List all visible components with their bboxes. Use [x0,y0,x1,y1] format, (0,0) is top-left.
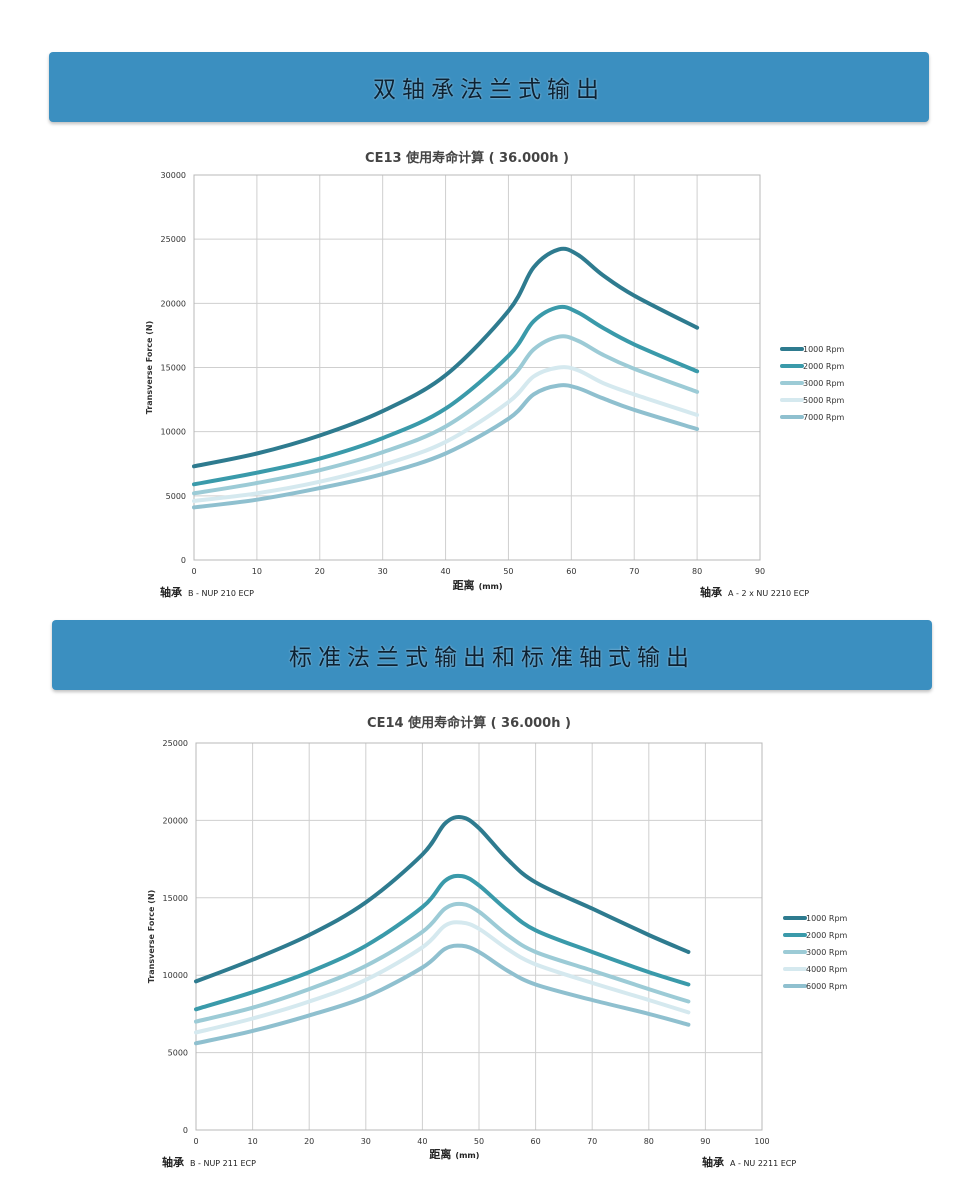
y-tick-label: 25000 [161,235,186,244]
bearing-left-value: B - NUP 210 ECP [188,589,254,598]
x-axis-unit: (mm) [479,582,503,591]
legend-label: 3000 Rpm [803,379,845,388]
bearing-right-value: A - NU 2211 ECP [730,1159,796,1168]
series-line-4 [192,383,700,510]
legend-label: 1000 Rpm [803,345,845,354]
legend-label: 3000 Rpm [806,948,848,957]
series-group [194,815,691,1046]
legend: 1000 Rpm 2000 Rpm 3000 Rpm 4000 Rpm 6000 Rpm [783,914,848,991]
series-line-1 [192,304,700,487]
series-line-2 [194,901,691,1024]
y-tick-label: 15000 [161,364,186,373]
x-axis-unit: (mm) [455,1151,479,1160]
y-tick-label: 25000 [163,739,188,748]
bearing-left-label: 轴承 B - NUP 211 ECP [162,1155,256,1169]
x-axis-label: 距离 (mm) [453,578,503,592]
series-line-3 [192,365,700,503]
series-line-4 [194,943,691,1046]
x-tick-label: 20 [315,567,325,576]
x-tick-label: 10 [248,1137,258,1146]
y-tick-label: 5000 [166,492,186,501]
y-tick-label: 20000 [161,299,186,308]
x-tick-label: 20 [304,1137,314,1146]
y-tick-label: 15000 [163,894,188,903]
section-banner-dual-bearing: 双轴承法兰式输出 [49,52,929,122]
legend-label: 1000 Rpm [806,914,848,923]
bearing-left-value: B - NUP 211 ECP [190,1159,256,1168]
y-tick-label: 10000 [161,428,186,437]
bearing-right-value: A - 2 x NU 2210 ECP [728,589,809,598]
chart-ce13: CE13 使用寿命计算 ( 36.000h ) 0 10 20 30 40 50 60 70 80… [145,150,845,599]
chart-title: CE13 使用寿命计算 ( 36.000h ) [365,150,569,166]
x-tick-label: 80 [644,1137,654,1146]
x-tick-label: 90 [700,1137,710,1146]
series-line-3 [194,920,691,1035]
legend-label: 2000 Rpm [806,931,848,940]
x-tick-label: 70 [587,1137,597,1146]
y-tick-label: 30000 [161,171,186,180]
x-tick-label: 30 [361,1137,371,1146]
x-tick-label: 100 [754,1137,769,1146]
x-axis-label-text: 距离 [429,1147,451,1161]
series-line-1 [194,873,691,1012]
x-tick-label: 0 [193,1137,198,1146]
x-tick-label: 50 [503,567,513,576]
y-tick-label: 5000 [168,1049,188,1058]
banner-title: 标准法兰式输出和标准轴式输出 [289,645,695,671]
grid [195,742,763,1131]
legend: 1000 Rpm 2000 Rpm 3000 Rpm 5000 Rpm 7000 Rpm [780,345,845,422]
x-tick-label: 0 [191,567,196,576]
legend-label: 4000 Rpm [806,965,848,974]
x-axis-label: 距离 (mm) [429,1147,479,1161]
plot-frame [195,742,763,1131]
x-tick-label: 40 [417,1137,427,1146]
x-tick-label: 80 [692,567,702,576]
y-axis-label: Transverse Force (N) [145,321,154,414]
section-banner-standard: 标准法兰式输出和标准轴式输出 [52,620,932,690]
legend-label: 5000 Rpm [803,396,845,405]
series-line-0 [194,815,691,984]
series-line-2 [192,334,700,496]
x-tick-label: 60 [531,1137,541,1146]
x-tick-label: 90 [755,567,765,576]
x-axis-label-text: 距离 [453,578,475,592]
grid [193,174,761,561]
y-tick-label: 10000 [163,971,188,980]
x-tick-label: 60 [566,567,576,576]
series-group [192,246,700,510]
x-tick-label: 40 [440,567,450,576]
legend-label: 2000 Rpm [803,362,845,371]
chart-ce14: CE14 使用寿命计算 ( 36.000h ) 0 10 20 30 40 50 60 70 80… [147,715,848,1169]
banner-title: 双轴承法兰式输出 [373,77,605,103]
bearing-right-label: 轴承 A - NU 2211 ECP [702,1155,796,1169]
y-tick-label: 0 [181,556,186,565]
legend-label: 7000 Rpm [803,413,845,422]
x-tick-label: 10 [252,567,262,576]
y-axis-label: Transverse Force (N) [147,890,156,983]
x-tick-label: 30 [378,567,388,576]
bearing-left-label: 轴承 B - NUP 210 ECP [160,585,254,599]
chart-title: CE14 使用寿命计算 ( 36.000h ) [367,715,571,731]
x-tick-label: 70 [629,567,639,576]
legend-label: 6000 Rpm [806,982,848,991]
series-line-0 [192,246,700,469]
x-tick-label: 50 [474,1137,484,1146]
y-tick-label: 20000 [163,816,188,825]
bearing-right-label: 轴承 A - 2 x NU 2210 ECP [700,585,809,599]
plot-frame [193,174,761,561]
y-tick-label: 0 [183,1126,188,1135]
